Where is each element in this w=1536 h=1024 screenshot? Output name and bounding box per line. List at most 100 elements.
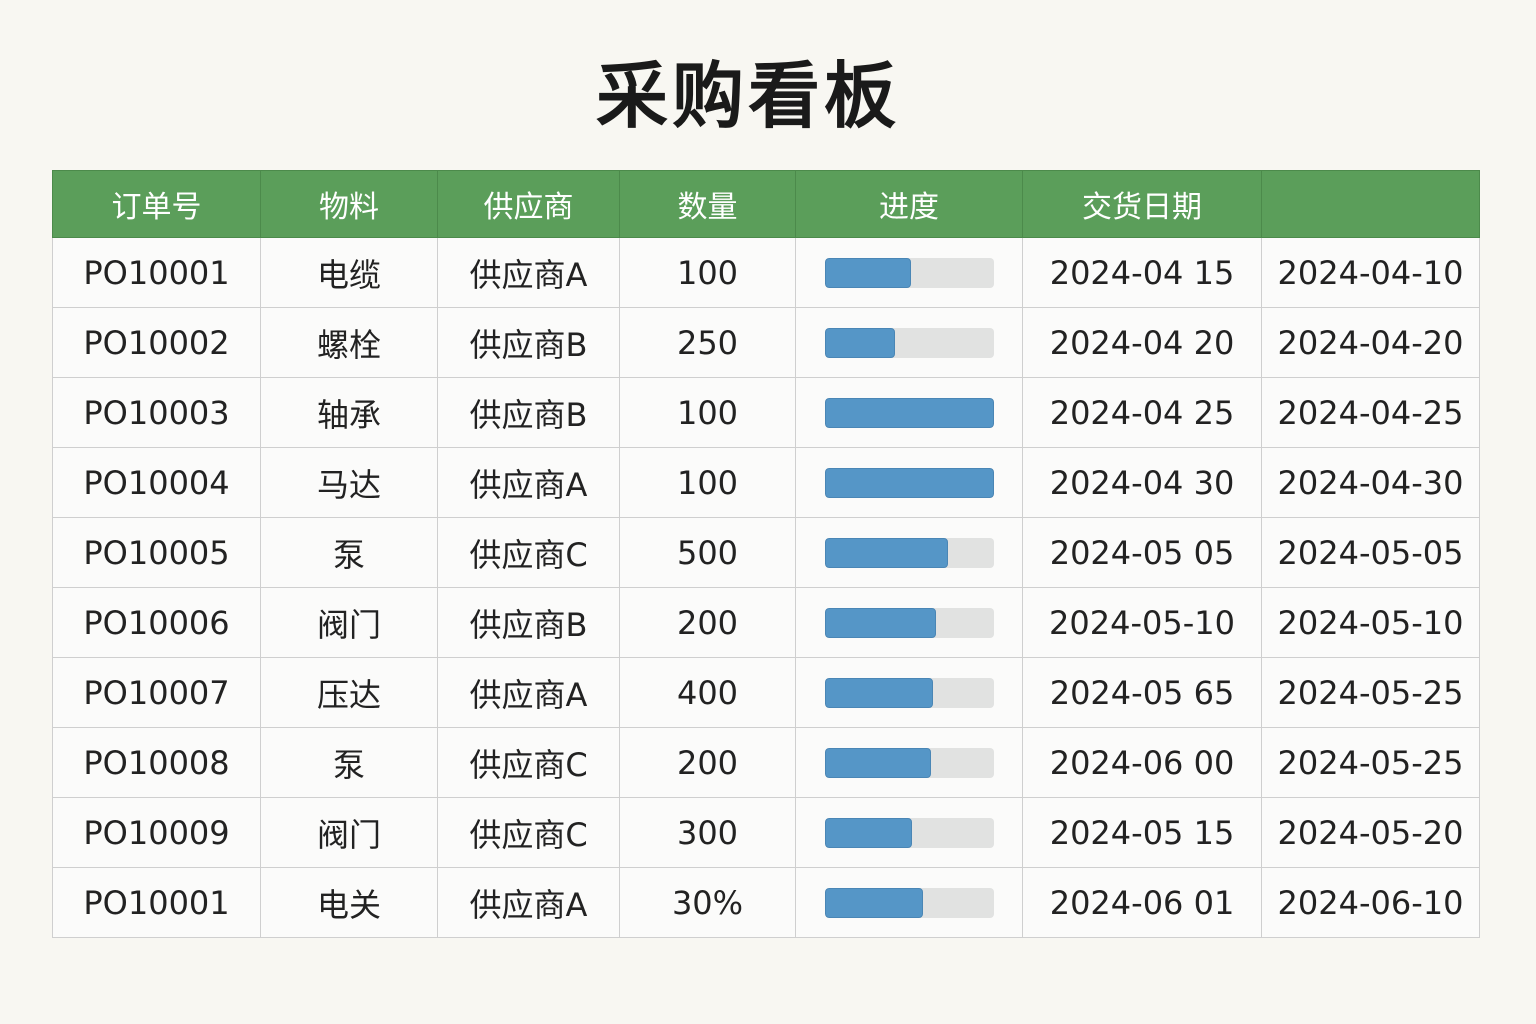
progress-bar-fill	[824, 747, 931, 778]
cell-supplier: 供应商C	[437, 727, 620, 798]
cell-extra-date: 2024-04-25	[1261, 377, 1480, 448]
cell-extra-date: 2024-05-25	[1261, 727, 1480, 798]
header-extra-date[interactable]	[1261, 170, 1480, 238]
cell-quantity: 400	[619, 657, 796, 728]
cell-delivery-date: 2024-06 01	[1022, 867, 1262, 938]
cell-extra-date: 2024-05-25	[1261, 657, 1480, 728]
progress-bar	[824, 257, 994, 288]
cell-progress	[795, 657, 1023, 728]
progress-bar-fill	[824, 887, 923, 918]
cell-supplier: 供应商B	[437, 377, 620, 448]
table-row[interactable]: PO10009 阀门 供应商C 300 2024-05 15 2024-05-20	[52, 797, 1480, 868]
procurement-table: 订单号 物料 供应商 数量 进度 交货日期 PO10001 电缆 供应商A 100 20…	[52, 170, 1480, 938]
progress-bar	[824, 467, 994, 498]
cell-quantity: 100	[619, 237, 796, 308]
cell-order-number: PO10004	[52, 447, 261, 518]
cell-extra-date: 2024-04-10	[1261, 237, 1480, 308]
cell-delivery-date: 2024-06 00	[1022, 727, 1262, 798]
table-row[interactable]: PO10006 阀门 供应商B 200 2024-05-10 2024-05-10	[52, 587, 1480, 658]
table-row[interactable]: PO10005 泵供应商C 500 2024-05 05 2024-05-05	[52, 517, 1480, 588]
cell-material: 阀门	[260, 587, 438, 658]
cell-progress	[795, 237, 1023, 308]
cell-supplier: 供应商B	[437, 587, 620, 658]
progress-bar	[824, 397, 994, 428]
table-row[interactable]: PO10003 轴承 供应商B 100 2024-04 25 2024-04-25	[52, 377, 1480, 448]
cell-delivery-date: 2024-04 20	[1022, 307, 1262, 378]
table-body: PO10001 电缆 供应商A 100 2024-04 15 2024-04-10 PO10…	[52, 237, 1480, 938]
header-quantity[interactable]: 数量	[619, 170, 796, 238]
cell-order-number: PO10001	[52, 237, 261, 308]
cell-extra-date: 2024-04-20	[1261, 307, 1480, 378]
progress-bar	[824, 607, 994, 638]
cell-material: 压达	[260, 657, 438, 728]
page-title: 采购看板	[595, 54, 900, 138]
cell-supplier: 供应商B	[437, 307, 620, 378]
cell-supplier: 供应商C	[437, 517, 620, 588]
cell-quantity: 200	[619, 587, 796, 658]
cell-order-number: PO10001	[52, 867, 261, 938]
header-order-number[interactable]: 订单号	[52, 170, 261, 238]
progress-bar-fill	[824, 327, 896, 358]
cell-extra-date: 2024-05-05	[1261, 517, 1480, 588]
cell-material: 马达	[260, 447, 438, 518]
cell-progress	[795, 867, 1023, 938]
cell-delivery-date: 2024-04 30	[1022, 447, 1262, 518]
cell-supplier: 供应商A	[437, 237, 620, 308]
header-progress[interactable]: 进度	[795, 170, 1023, 238]
cell-order-number: PO10008	[52, 727, 261, 798]
table-row[interactable]: PO10004 马达 供应商A 100 2024-04 30 2024-04-30	[52, 447, 1480, 518]
cell-supplier: 供应商A	[437, 657, 620, 728]
progress-bar	[824, 537, 994, 568]
cell-quantity: 200	[619, 727, 796, 798]
cell-supplier: 供应商A	[437, 867, 620, 938]
cell-order-number: PO10007	[52, 657, 261, 728]
header-delivery-date[interactable]: 交货日期	[1022, 170, 1262, 238]
cell-delivery-date: 2024-05-10	[1022, 587, 1262, 658]
cell-extra-date: 2024-04-30	[1261, 447, 1480, 518]
cell-progress	[795, 517, 1023, 588]
progress-bar-fill	[824, 677, 933, 708]
cell-quantity: 100	[619, 377, 796, 448]
header-supplier[interactable]: 供应商	[437, 170, 620, 238]
cell-supplier: 供应商C	[437, 797, 620, 868]
cell-material: 轴承	[260, 377, 438, 448]
cell-supplier: 供应商A	[437, 447, 620, 518]
table-row[interactable]: PO10008 泵供应商C 200 2024-06 00 2024-05-25	[52, 727, 1480, 798]
cell-order-number: PO10005	[52, 517, 261, 588]
cell-quantity: 100	[619, 447, 796, 518]
table-row[interactable]: PO10007 压达 供应商A 400 2024-05 65 2024-05-25	[52, 657, 1480, 728]
cell-order-number: PO10002	[52, 307, 261, 378]
progress-bar-fill	[824, 607, 937, 638]
cell-delivery-date: 2024-04 15	[1022, 237, 1262, 308]
cell-material: 阀门	[260, 797, 438, 868]
cell-progress	[795, 377, 1023, 448]
table-header-row: 订单号 物料 供应商 数量 进度 交货日期	[52, 170, 1480, 238]
progress-bar	[824, 327, 994, 358]
cell-quantity: 300	[619, 797, 796, 868]
cell-quantity: 30%	[619, 867, 796, 938]
cell-quantity: 500	[619, 517, 796, 588]
progress-bar-fill	[824, 537, 948, 568]
cell-material: 电关	[260, 867, 438, 938]
cell-material: 电缆	[260, 237, 438, 308]
cell-progress	[795, 797, 1023, 868]
progress-bar-fill	[824, 467, 994, 498]
cell-order-number: PO10003	[52, 377, 261, 448]
cell-quantity: 250	[619, 307, 796, 378]
table-row[interactable]: PO10001 电关 供应商A 30% 2024-06 01 2024-06-10	[52, 867, 1480, 938]
cell-material: 泵	[260, 727, 438, 798]
cell-progress	[795, 447, 1023, 518]
table-row[interactable]: PO10002 螺栓 供应商B 250 2024-04 20 2024-04-20	[52, 307, 1480, 378]
cell-progress	[795, 587, 1023, 658]
progress-bar	[824, 677, 994, 708]
cell-order-number: PO10006	[52, 587, 261, 658]
cell-delivery-date: 2024-05 65	[1022, 657, 1262, 728]
cell-extra-date: 2024-05-20	[1261, 797, 1480, 868]
cell-order-number: PO10009	[52, 797, 261, 868]
cell-material: 螺栓	[260, 307, 438, 378]
cell-progress	[795, 727, 1023, 798]
table-row[interactable]: PO10001 电缆 供应商A 100 2024-04 15 2024-04-10	[52, 237, 1480, 308]
cell-extra-date: 2024-06-10	[1261, 867, 1480, 938]
cell-delivery-date: 2024-04 25	[1022, 377, 1262, 448]
header-material[interactable]: 物料	[260, 170, 438, 238]
